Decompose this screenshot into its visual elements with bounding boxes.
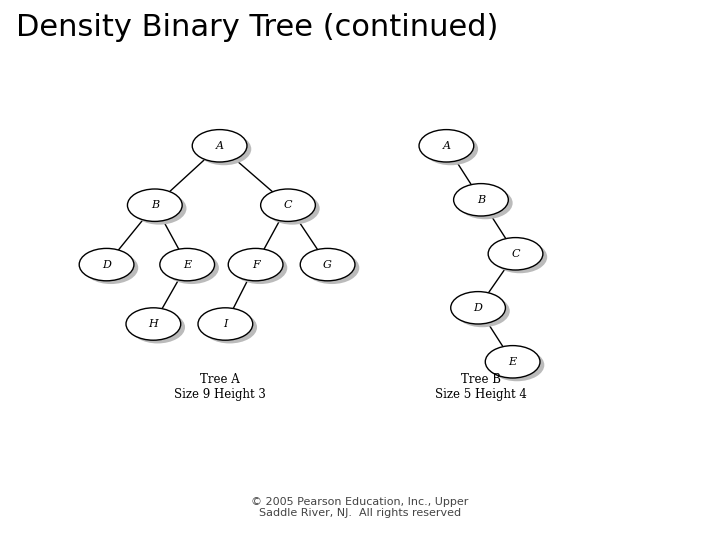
Text: D: D [102,260,111,269]
Text: Density Binary Tree (continued): Density Binary Tree (continued) [16,14,498,43]
Ellipse shape [160,248,215,281]
Text: E: E [183,260,192,269]
Text: F: F [252,260,259,269]
Text: C: C [511,249,520,259]
Text: E: E [508,357,517,367]
Ellipse shape [451,292,505,324]
Text: D: D [474,303,482,313]
Ellipse shape [265,192,320,225]
Ellipse shape [198,308,253,340]
Ellipse shape [454,184,508,216]
Ellipse shape [233,252,287,284]
Text: © 2005 Pearson Education, Inc., Upper
Saddle River, NJ.  All rights reserved: © 2005 Pearson Education, Inc., Upper Sa… [251,497,469,518]
Ellipse shape [202,311,257,343]
Ellipse shape [261,189,315,221]
Text: Tree B
Size 5 Height 4: Tree B Size 5 Height 4 [435,373,527,401]
Text: A: A [442,141,451,151]
Ellipse shape [490,349,544,381]
Text: I: I [223,319,228,329]
Ellipse shape [419,130,474,162]
Text: Tree A
Size 9 Height 3: Tree A Size 9 Height 3 [174,373,266,401]
Text: H: H [148,319,158,329]
Ellipse shape [132,192,186,225]
Ellipse shape [192,130,247,162]
Ellipse shape [485,346,540,378]
Ellipse shape [197,133,251,165]
Text: A: A [215,141,224,151]
Ellipse shape [305,252,359,284]
Ellipse shape [423,133,478,165]
Ellipse shape [164,252,219,284]
Ellipse shape [130,311,185,343]
Ellipse shape [228,248,283,281]
Ellipse shape [300,248,355,281]
Text: C: C [284,200,292,210]
Ellipse shape [127,189,182,221]
Ellipse shape [492,241,547,273]
Ellipse shape [455,295,510,327]
Ellipse shape [458,187,513,219]
Ellipse shape [84,252,138,284]
Text: G: G [323,260,332,269]
Text: B: B [477,195,485,205]
Ellipse shape [126,308,181,340]
Ellipse shape [79,248,134,281]
Text: B: B [150,200,159,210]
Ellipse shape [488,238,543,270]
